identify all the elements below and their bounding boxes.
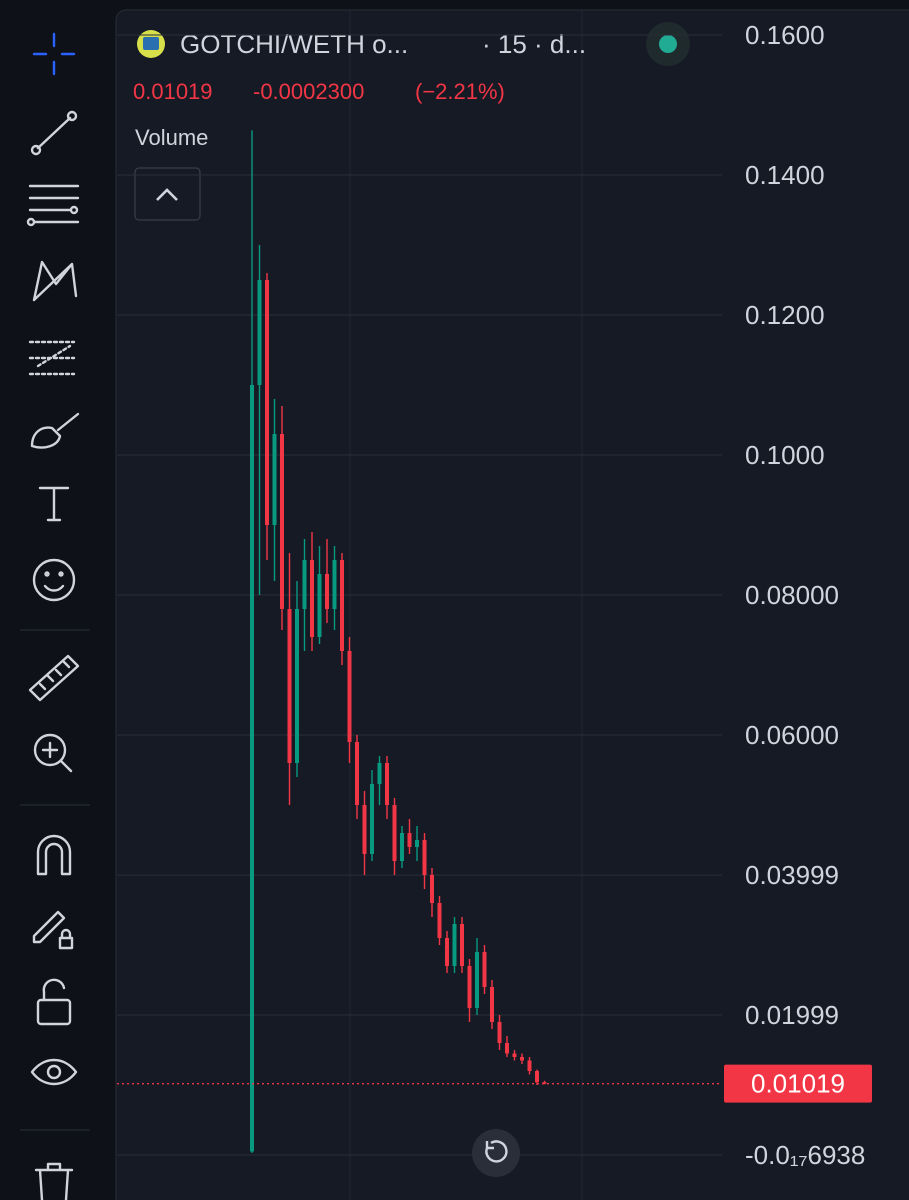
emoji-tool[interactable] xyxy=(32,558,76,602)
candle-body xyxy=(497,1021,502,1043)
candle-body xyxy=(377,762,382,784)
token-logo-inner xyxy=(143,37,159,50)
candle-body xyxy=(370,783,374,854)
candle-body xyxy=(385,762,389,805)
reset-button[interactable] xyxy=(472,1129,520,1177)
candle-body xyxy=(490,986,494,1022)
y-tick-label: 0.1600 xyxy=(745,20,825,50)
chart-panel xyxy=(115,9,909,1200)
lock-drawing-tool[interactable] xyxy=(32,910,74,950)
candle-body xyxy=(287,608,292,763)
crosshair-tool[interactable] xyxy=(32,32,76,76)
toolbar xyxy=(20,32,90,1200)
ruler-tool[interactable] xyxy=(28,654,80,702)
status-dot xyxy=(659,35,677,53)
candle-body xyxy=(452,923,457,966)
candle-body xyxy=(430,874,434,903)
reset-icon xyxy=(485,1140,508,1163)
trendline-tool[interactable] xyxy=(30,110,78,156)
price-change: -0.0002300 xyxy=(253,79,364,104)
candle-body xyxy=(505,1042,509,1054)
candle-body xyxy=(400,832,404,861)
candle-body xyxy=(482,951,487,987)
candle-body xyxy=(265,279,269,525)
visibility-tool[interactable] xyxy=(30,1058,78,1086)
last-price: 0.01019 xyxy=(133,79,213,104)
candle-body xyxy=(355,741,359,805)
y-tick-label: -0.0₁₇6938 xyxy=(745,1140,865,1170)
pattern-tool[interactable] xyxy=(32,260,78,302)
candle-body xyxy=(475,951,479,1008)
candle-body xyxy=(415,839,419,847)
y-tick-label: 0.1200 xyxy=(745,300,825,330)
candle-body xyxy=(280,433,284,609)
candle-body xyxy=(250,384,254,1152)
candle-body xyxy=(445,937,449,966)
zoom-tool[interactable] xyxy=(33,733,73,773)
symbol[interactable]: GOTCHI/WETH o... xyxy=(180,29,408,59)
lock-tool[interactable] xyxy=(36,978,72,1026)
candle-body xyxy=(512,1053,517,1057)
last-price-label: 0.01019 xyxy=(751,1069,845,1099)
y-tick-label: 0.03999 xyxy=(745,860,839,890)
candle-body xyxy=(332,559,337,609)
candle-body xyxy=(520,1056,524,1061)
candle-body xyxy=(542,1082,547,1084)
candle-body xyxy=(340,559,344,651)
candle-body xyxy=(527,1060,532,1071)
candle-body xyxy=(467,965,472,1008)
candle-body xyxy=(362,804,367,854)
chevron-icon xyxy=(156,188,178,201)
collapse-button[interactable] xyxy=(134,167,201,221)
candle-body xyxy=(272,433,277,525)
forecast-tool[interactable] xyxy=(28,340,76,376)
candle-body xyxy=(325,573,329,609)
candle-body xyxy=(317,573,322,637)
candle-body xyxy=(407,832,412,847)
candle-body xyxy=(295,608,299,763)
y-tick-label: 0.01999 xyxy=(745,1000,839,1030)
delete-tool[interactable] xyxy=(34,1162,74,1200)
candle-body xyxy=(347,650,352,742)
fib-tool[interactable] xyxy=(26,184,80,227)
y-tick-label: 0.1400 xyxy=(745,160,825,190)
text-tool[interactable] xyxy=(38,486,70,522)
plot: 0.1600 0.1400 0.1200 0.1000 0.08000 0.06000 0.… xyxy=(117,20,872,1170)
interval[interactable]: · 15 · d... xyxy=(482,29,586,59)
volume-label: Volume xyxy=(135,125,208,150)
candle-body xyxy=(310,559,314,637)
magnet-tool[interactable] xyxy=(36,834,72,876)
candle-body xyxy=(392,804,397,861)
candle-body xyxy=(257,279,262,385)
y-tick-label: 0.1000 xyxy=(745,440,825,470)
candle-body xyxy=(302,559,307,609)
last-price-box xyxy=(724,1064,872,1103)
candle-body xyxy=(535,1070,539,1083)
candle-body xyxy=(460,923,464,966)
candle-body xyxy=(422,839,427,875)
candle-body xyxy=(437,902,442,938)
price-change-pct: (−2.21%) xyxy=(415,79,505,104)
y-tick-label: 0.06000 xyxy=(745,720,839,750)
y-tick-label: 0.08000 xyxy=(745,580,839,610)
brush-tool[interactable] xyxy=(30,412,80,449)
